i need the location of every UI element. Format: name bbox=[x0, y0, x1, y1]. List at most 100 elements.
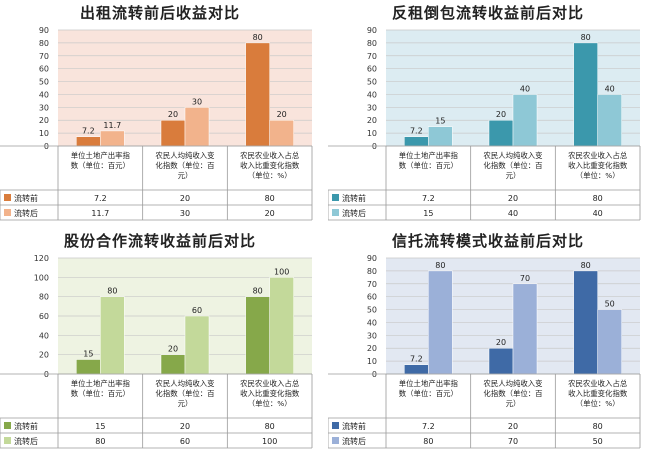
data-label: 20 bbox=[496, 110, 506, 119]
bar bbox=[76, 359, 101, 375]
category-label: （单位：%） bbox=[248, 399, 292, 408]
table-value: 80 bbox=[423, 437, 433, 446]
bar bbox=[488, 119, 514, 147]
chart-panel-trust: 信托流转模式收益前后对比 0 10 20 30 40 50 60 70 80 90 7.2 80 20 7… bbox=[328, 228, 648, 450]
y-tick-label: 90 bbox=[367, 26, 377, 35]
table-value: 60 bbox=[180, 437, 190, 446]
bar bbox=[573, 270, 598, 375]
y-tick-label: 30 bbox=[367, 331, 377, 340]
category-label: 数（单位：百元） bbox=[71, 389, 130, 398]
data-label: 11.7 bbox=[103, 121, 121, 130]
category-label: 收入比重变化指数 bbox=[568, 389, 628, 398]
y-tick-label: 70 bbox=[367, 52, 377, 61]
data-label: 70 bbox=[520, 274, 530, 283]
legend-label: 流转前 bbox=[14, 193, 38, 203]
y-tick-label: 0 bbox=[44, 370, 49, 379]
category-label: 数（单位：百元） bbox=[399, 389, 458, 398]
legend-key bbox=[332, 194, 339, 201]
category-label: 元） bbox=[178, 171, 193, 180]
bar bbox=[160, 354, 186, 375]
y-tick-label: 60 bbox=[39, 65, 49, 74]
y-tick-label: 40 bbox=[39, 90, 49, 99]
y-tick-label: 40 bbox=[39, 331, 49, 340]
bar bbox=[269, 277, 294, 375]
category-label: 收入比重变化指数 bbox=[568, 161, 628, 170]
data-label: 15 bbox=[435, 117, 445, 126]
data-label: 80 bbox=[581, 33, 591, 42]
category-label: 单位土地产出率指 bbox=[71, 151, 131, 160]
category-label: 单位土地产出率指 bbox=[71, 379, 131, 388]
legend-label: 流转前 bbox=[342, 421, 366, 431]
table-value: 11.7 bbox=[91, 209, 109, 218]
category-label: （单位：%） bbox=[248, 171, 292, 180]
chart-panel-shareholding: 股份合作流转收益前后对比 0 20 40 60 80 100 120 15 80 20 60 80 10… bbox=[0, 228, 320, 450]
bar-chart-lease-back: 0 10 20 30 40 50 60 70 80 90 7.2 15 20 40 80 40 单位土地产出率指… bbox=[328, 26, 641, 221]
bar-chart-shareholding: 0 20 40 60 80 100 120 15 80 20 60 80 100 单位土地产出率指数（单位… bbox=[0, 254, 313, 449]
data-label: 20 bbox=[168, 345, 178, 354]
y-tick-label: 60 bbox=[39, 312, 49, 321]
bar bbox=[160, 119, 186, 147]
category-label: 化指数（单位：百 bbox=[483, 389, 542, 398]
chart-title: 股份合作流转收益前后对比 bbox=[63, 232, 256, 250]
y-tick-label: 20 bbox=[39, 351, 49, 360]
category-label: 农民人均纯收入变 bbox=[155, 151, 215, 160]
data-label: 30 bbox=[192, 97, 202, 106]
y-tick-label: 20 bbox=[39, 116, 49, 125]
data-label: 100 bbox=[274, 267, 289, 276]
y-tick-label: 50 bbox=[367, 306, 377, 315]
y-tick-label: 70 bbox=[39, 52, 49, 61]
y-tick-label: 60 bbox=[367, 65, 377, 74]
data-label: 50 bbox=[605, 300, 615, 309]
legend-key bbox=[4, 422, 11, 429]
y-tick-label: 30 bbox=[39, 103, 49, 112]
chart-panel-lease-back: 反租倒包流转收益前后对比 0 10 20 30 40 50 60 70 80 90 7.2 15 20 4… bbox=[328, 0, 648, 222]
table-value: 7.2 bbox=[422, 194, 435, 203]
table-value: 20 bbox=[265, 209, 275, 218]
table-value: 80 bbox=[593, 422, 603, 431]
data-label: 80 bbox=[107, 287, 117, 296]
table-value: 80 bbox=[95, 437, 105, 446]
data-label: 40 bbox=[520, 84, 530, 93]
data-label: 7.2 bbox=[410, 355, 423, 364]
bar bbox=[100, 296, 125, 375]
data-label: 7.2 bbox=[410, 127, 423, 136]
bar bbox=[269, 119, 294, 147]
y-tick-label: 50 bbox=[39, 78, 49, 87]
data-label: 20 bbox=[277, 110, 287, 119]
legend-label: 流转前 bbox=[14, 421, 38, 431]
y-tick-label: 90 bbox=[367, 254, 377, 263]
table-value: 30 bbox=[180, 209, 190, 218]
legend-key bbox=[332, 437, 339, 444]
category-label: 数（单位：百元） bbox=[71, 161, 130, 170]
table-value: 80 bbox=[265, 422, 275, 431]
category-label: 化指数（单位：百 bbox=[483, 161, 542, 170]
legend-key bbox=[4, 194, 11, 201]
table-value: 80 bbox=[265, 194, 275, 203]
category-label: 单位土地产出率指 bbox=[399, 379, 459, 388]
category-label: 化指数（单位：百 bbox=[155, 389, 214, 398]
y-tick-label: 30 bbox=[367, 103, 377, 112]
y-tick-label: 80 bbox=[39, 293, 49, 302]
data-label: 40 bbox=[605, 84, 615, 93]
category-label: 元） bbox=[178, 399, 193, 408]
y-tick-label: 40 bbox=[367, 90, 377, 99]
bar bbox=[428, 126, 453, 147]
y-tick-label: 80 bbox=[367, 39, 377, 48]
category-label: 单位土地产出率指 bbox=[399, 151, 459, 160]
legend-label: 流转后 bbox=[342, 436, 366, 446]
bar bbox=[488, 347, 514, 375]
bar bbox=[512, 283, 538, 375]
y-tick-label: 10 bbox=[367, 357, 377, 366]
data-label: 20 bbox=[168, 110, 178, 119]
table-value: 15 bbox=[423, 209, 433, 218]
legend-label: 流转前 bbox=[342, 193, 366, 203]
category-label: 农民农业收入占总 bbox=[568, 151, 628, 160]
y-tick-label: 0 bbox=[44, 142, 49, 151]
category-label: 农民人均纯收入变 bbox=[155, 379, 215, 388]
category-label: （单位：%） bbox=[576, 399, 620, 408]
bar-chart-trust: 0 10 20 30 40 50 60 70 80 90 7.2 80 20 70 80 50 单位土地产出率指… bbox=[328, 254, 641, 449]
y-tick-label: 40 bbox=[367, 318, 377, 327]
y-tick-label: 0 bbox=[372, 370, 377, 379]
chart-title: 出租流转前后收益对比 bbox=[79, 4, 240, 22]
y-tick-label: 70 bbox=[367, 280, 377, 289]
